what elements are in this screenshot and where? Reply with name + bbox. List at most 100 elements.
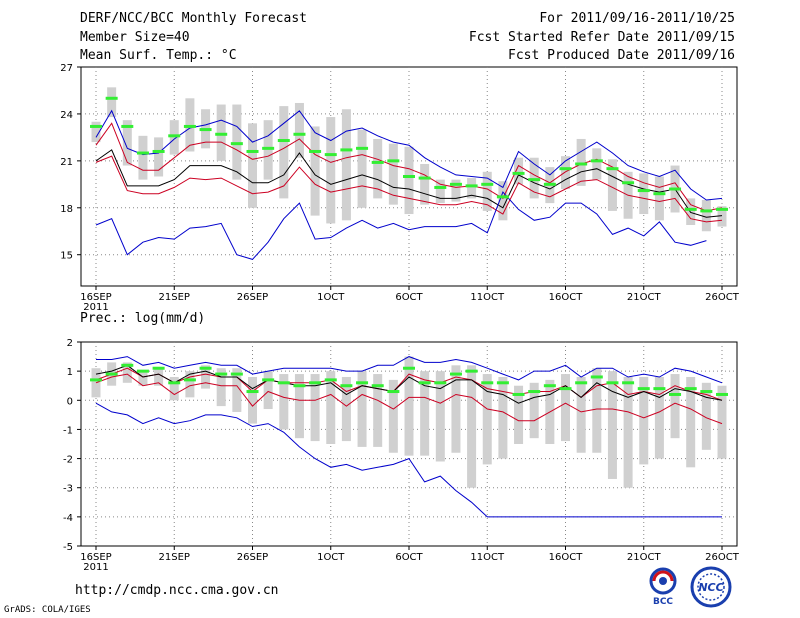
temp-spread-box: [639, 173, 649, 215]
prec-spread-box: [686, 376, 696, 468]
prec-xtick-label: 26SEP: [237, 552, 268, 563]
prec-xtick-label: 21SEP: [159, 552, 190, 563]
prec-variable-label: Prec.: log(mm/d): [80, 311, 206, 326]
temp-spread-box: [561, 156, 570, 190]
prec-ytick-label: 0: [67, 396, 73, 407]
prec-spread-box: [294, 374, 304, 439]
temp-spread-box: [138, 135, 148, 180]
temp-spread-box: [107, 87, 117, 118]
temp-spread-box: [404, 146, 414, 215]
prec-xtick-label: 16OCT: [549, 552, 584, 563]
temp-xtick-label: 16SEP: [80, 292, 111, 303]
temp-spread-box: [529, 157, 539, 199]
prec-spread-box: [310, 374, 320, 442]
ncc-logo-text: NCC: [698, 581, 723, 594]
source-url[interactable]: http://cmdp.ncc.cma.gov.cn: [75, 583, 279, 598]
prec-ytick-label: -2: [63, 455, 73, 466]
temp-line-band_upper: [95, 122, 723, 212]
temp-spread-box: [232, 104, 242, 180]
prec-spread-box: [185, 371, 195, 398]
prec-spread-box: [529, 382, 539, 439]
temp-xtick-label: 26SEP: [237, 292, 268, 303]
temp-spread-box: [701, 199, 711, 232]
temp-spread-box: [482, 171, 492, 211]
prec-spread-box: [326, 371, 336, 444]
start-date: Fcst Started Refer Date 2011/09/15: [468, 30, 735, 45]
temp-xtick-year: 2011: [83, 302, 108, 313]
temp-spread-box: [91, 121, 101, 143]
temp-line-band_lower: [95, 155, 723, 223]
temp-spread-box: [185, 98, 195, 152]
prec-spread-box: [576, 376, 586, 453]
prec-spread-box: [357, 371, 367, 447]
prec-line-min: [95, 402, 722, 518]
temp-ytick-label: 27: [60, 63, 73, 74]
prec-spread-box: [138, 371, 148, 386]
prec-spread-box: [216, 368, 226, 407]
prec-xtick-label: 16SEP: [80, 552, 111, 563]
prec-spread-box: [467, 365, 477, 488]
temp-spread-box: [279, 106, 289, 199]
prec-line-mean: [95, 364, 723, 404]
prec-spread-box: [232, 368, 242, 412]
prec-line-max: [96, 356, 723, 384]
prec-spread-box: [248, 376, 257, 424]
prec-spread-box: [639, 376, 649, 465]
prec-ytick-label: -1: [63, 425, 73, 436]
forecast-period: For 2011/09/16-2011/10/25: [539, 11, 735, 26]
temp-spread-box: [607, 159, 617, 211]
temp-spread-box: [341, 109, 351, 221]
temp-ytick-label: 18: [60, 204, 73, 215]
prec-spread-box: [169, 376, 179, 401]
temp-spread-box: [435, 179, 445, 204]
prec-spread-box: [154, 368, 164, 386]
temp-spread-box: [388, 143, 398, 205]
temp-spread-box: [717, 206, 727, 227]
temp-xtick-label: 6OCT: [395, 292, 423, 303]
temp-spread-box: [154, 137, 164, 177]
temp-spread-box: [326, 117, 336, 224]
prec-spread-box: [561, 374, 570, 442]
prec-xtick-label: 21OCT: [627, 552, 662, 563]
temp-spread-box: [248, 123, 257, 208]
temp-spread-box: [373, 138, 383, 199]
temp-spread-box: [294, 102, 304, 158]
prec-spread-box: [201, 365, 211, 389]
temp-xtick-label: 26OCT: [705, 292, 740, 303]
prec-spread-box: [623, 376, 633, 488]
temp-xtick-label: 1OCT: [317, 292, 345, 303]
temp-spread-box: [357, 129, 367, 208]
temp-spread-box: [263, 120, 273, 180]
prec-xtick-label: 1OCT: [317, 552, 345, 563]
prec-ytick-label: -5: [63, 542, 73, 553]
prec-spread-box: [263, 371, 273, 410]
temp-spread-box: [451, 179, 461, 202]
temp-variable-label: Mean Surf. Temp.: °C: [80, 48, 237, 63]
temp-xtick-label: 21OCT: [627, 292, 662, 303]
temp-spread-box: [467, 178, 477, 199]
prec-xtick-year: 2011: [83, 562, 108, 573]
prec-spread-box: [498, 376, 508, 459]
temp-spread-box: [592, 148, 602, 180]
prec-line-band_upper: [95, 367, 723, 401]
prec-spread-box: [717, 385, 727, 459]
temp-line-max: [95, 109, 723, 201]
temp-spread-box: [654, 176, 664, 221]
prec-spread-box: [670, 374, 680, 439]
temp-xtick-label: 11OCT: [470, 292, 505, 303]
prec-spread-box: [279, 374, 289, 430]
temp-xtick-label: 16OCT: [549, 292, 584, 303]
temp-spread-box: [420, 163, 430, 205]
prec-spread-box: [420, 371, 430, 456]
prec-spread-box: [341, 376, 351, 442]
prec-xtick-label: 26OCT: [705, 552, 740, 563]
prec-spread-box: [607, 371, 617, 479]
prec-xtick-label: 11OCT: [470, 552, 505, 563]
prec-ytick-label: 1: [67, 367, 73, 378]
temp-spread-box: [576, 138, 586, 186]
prec-spread-box: [388, 379, 398, 453]
prec-ytick-label: -3: [63, 484, 73, 495]
prec-spread-box: [373, 374, 383, 447]
temp-line-mean: [95, 149, 723, 218]
